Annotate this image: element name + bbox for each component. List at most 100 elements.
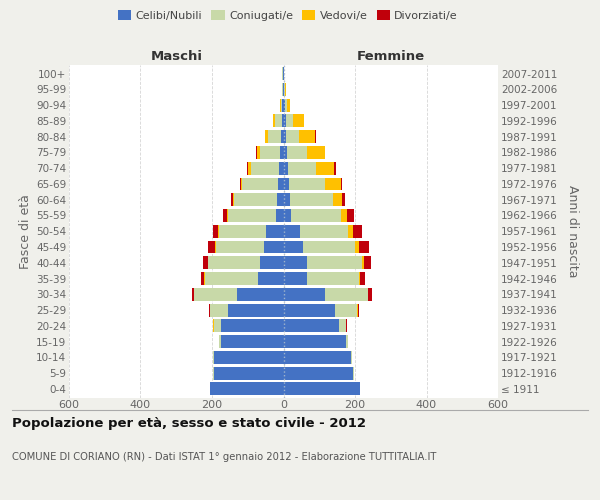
Bar	[284, 256, 307, 269]
Legend: Celibi/Nubili, Coniugati/e, Vedovi/e, Divorziati/e: Celibi/Nubili, Coniugati/e, Vedovi/e, Di…	[113, 6, 463, 25]
Text: Femmine: Femmine	[356, 50, 425, 62]
Bar	[307, 256, 362, 269]
Bar	[283, 98, 284, 112]
Bar	[357, 304, 358, 316]
Bar	[284, 194, 290, 206]
Bar	[284, 272, 307, 285]
Bar	[219, 225, 266, 237]
Y-axis label: Fasce di età: Fasce di età	[19, 194, 32, 268]
Bar	[285, 83, 286, 96]
Bar	[279, 162, 284, 174]
Bar	[264, 240, 284, 254]
Bar	[227, 209, 228, 222]
Bar	[307, 146, 325, 159]
Bar	[289, 178, 325, 190]
Bar	[277, 194, 284, 206]
Bar	[215, 240, 264, 254]
Bar	[192, 288, 194, 300]
Bar	[353, 225, 362, 237]
Y-axis label: Anni di nascita: Anni di nascita	[566, 185, 579, 278]
Bar	[280, 98, 281, 112]
Bar	[201, 272, 205, 285]
Bar	[286, 114, 293, 128]
Bar	[232, 194, 233, 206]
Bar	[208, 240, 215, 254]
Bar	[284, 130, 286, 143]
Bar	[284, 162, 288, 174]
Bar	[208, 256, 260, 269]
Bar	[284, 366, 353, 380]
Bar	[283, 67, 284, 80]
Bar	[194, 288, 237, 300]
Bar	[287, 98, 290, 112]
Bar	[347, 209, 353, 222]
Bar	[210, 382, 284, 396]
Bar	[213, 351, 214, 364]
Bar	[284, 146, 287, 159]
Bar	[290, 194, 333, 206]
Bar	[241, 178, 242, 190]
Bar	[284, 304, 335, 316]
Bar	[260, 256, 284, 269]
Bar	[221, 335, 284, 348]
Bar	[325, 178, 341, 190]
Bar	[355, 240, 359, 254]
Bar	[284, 178, 289, 190]
Bar	[303, 240, 355, 254]
Bar	[277, 209, 284, 222]
Bar	[218, 225, 219, 237]
Bar	[278, 178, 284, 190]
Bar	[237, 288, 284, 300]
Bar	[316, 162, 334, 174]
Bar	[284, 351, 352, 364]
Bar	[359, 240, 370, 254]
Bar	[284, 98, 285, 112]
Bar	[288, 162, 316, 174]
Bar	[362, 256, 364, 269]
Bar	[213, 225, 218, 237]
Bar	[214, 366, 284, 380]
Bar	[315, 130, 316, 143]
Bar	[359, 272, 365, 285]
Bar	[268, 130, 281, 143]
Bar	[282, 83, 283, 96]
Bar	[281, 98, 283, 112]
Bar	[260, 146, 280, 159]
Bar	[285, 98, 287, 112]
Bar	[325, 288, 368, 300]
Bar	[299, 130, 315, 143]
Bar	[334, 162, 336, 174]
Bar	[256, 146, 257, 159]
Bar	[248, 162, 251, 174]
Bar	[293, 114, 304, 128]
Bar	[247, 162, 248, 174]
Bar	[205, 272, 259, 285]
Text: COMUNE DI CORIANO (RN) - Dati ISTAT 1° gennaio 2012 - Elaborazione TUTTITALIA.IT: COMUNE DI CORIANO (RN) - Dati ISTAT 1° g…	[12, 452, 436, 462]
Bar	[282, 114, 284, 128]
Bar	[346, 335, 348, 348]
Bar	[368, 288, 372, 300]
Bar	[341, 209, 347, 222]
Bar	[210, 304, 228, 316]
Bar	[290, 209, 341, 222]
Bar	[280, 146, 284, 159]
Bar	[228, 304, 284, 316]
Bar	[284, 225, 299, 237]
Bar	[364, 256, 371, 269]
Text: Popolazione per età, sesso e stato civile - 2012: Popolazione per età, sesso e stato civil…	[12, 418, 366, 430]
Bar	[223, 209, 227, 222]
Bar	[221, 320, 284, 332]
Bar	[284, 382, 361, 396]
Bar	[284, 114, 286, 128]
Bar	[214, 351, 284, 364]
Bar	[307, 272, 359, 285]
Bar	[259, 272, 284, 285]
Bar	[284, 209, 290, 222]
Bar	[234, 194, 277, 206]
Bar	[214, 320, 221, 332]
Bar	[358, 304, 359, 316]
Bar	[275, 114, 282, 128]
Bar	[333, 194, 342, 206]
Bar	[257, 146, 260, 159]
Bar	[219, 335, 221, 348]
